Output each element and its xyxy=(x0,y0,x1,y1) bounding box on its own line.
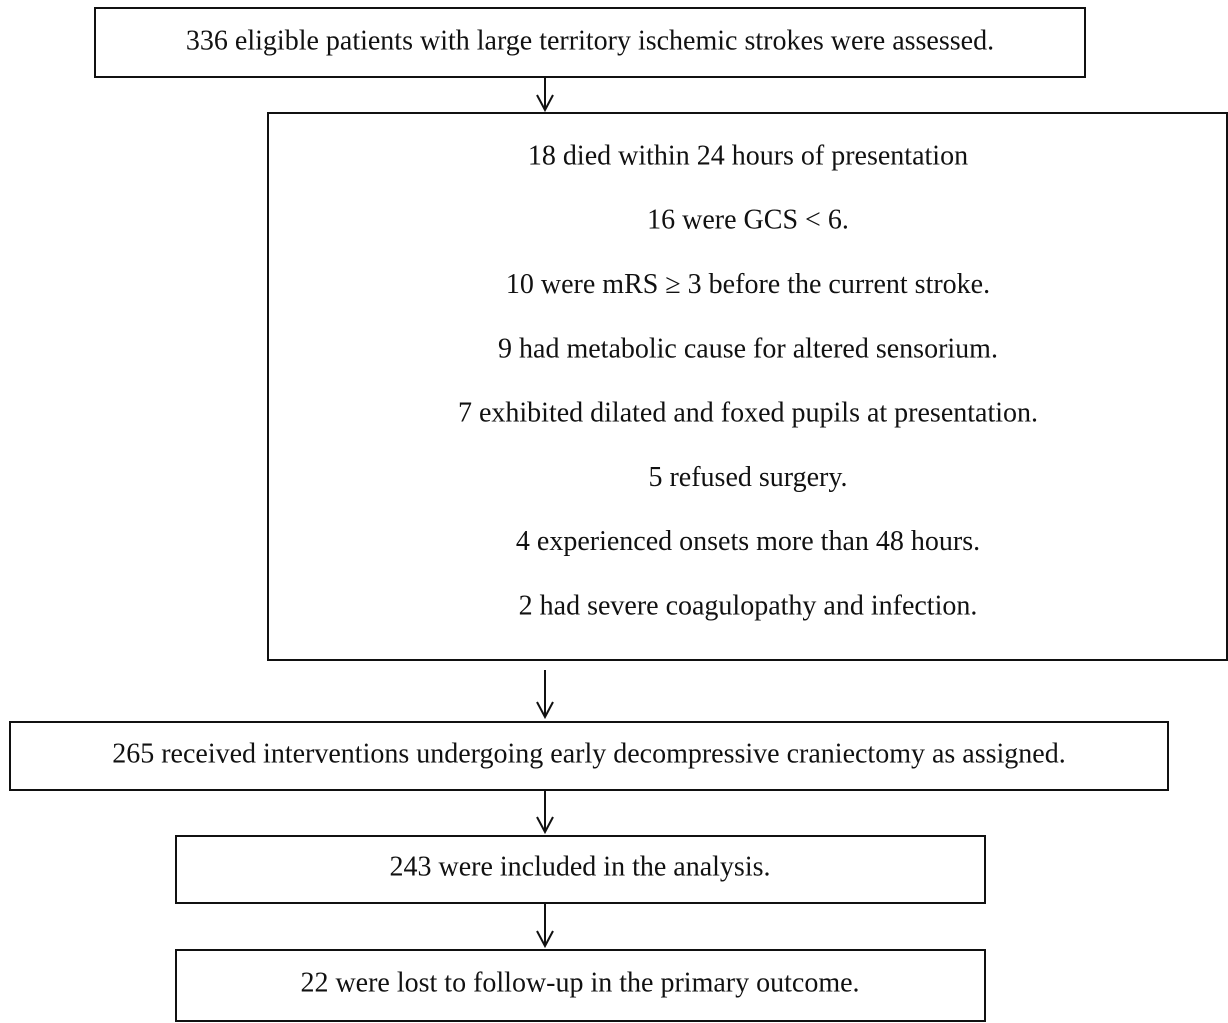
node-label: 336 eligible patients with large territo… xyxy=(186,25,994,56)
box xyxy=(175,949,986,1022)
node-label: 265 received interventions undergoing ea… xyxy=(112,738,1066,769)
box xyxy=(94,7,1086,78)
exclusion-line: 7 exhibited dilated and foxed pupils at … xyxy=(458,398,1038,429)
exclusion-line: 9 had metabolic cause for altered sensor… xyxy=(498,333,998,364)
exclusion-line: 10 were mRS ≥ 3 before the current strok… xyxy=(506,269,990,300)
exclusion-line: 18 died within 24 hours of presentation xyxy=(528,140,968,171)
exclusion-list: 18 died within 24 hours of presentation 1… xyxy=(458,140,1038,621)
arrow xyxy=(536,670,554,720)
exclusion-box xyxy=(267,112,1228,661)
arrow xyxy=(536,903,554,949)
box xyxy=(175,835,986,904)
exclusion-line: 2 had severe coagulopathy and infection. xyxy=(519,591,978,622)
node-label: 22 were lost to follow-up in the primary… xyxy=(300,967,859,998)
exclusion-line: 5 refused surgery. xyxy=(648,462,847,493)
box xyxy=(9,721,1169,791)
arrow xyxy=(536,77,554,113)
arrow xyxy=(536,790,554,835)
exclusion-line: 16 were GCS < 6. xyxy=(647,205,849,236)
node-label: 243 were included in the analysis. xyxy=(389,851,770,882)
exclusion-line: 4 experienced onsets more than 48 hours. xyxy=(516,526,980,557)
